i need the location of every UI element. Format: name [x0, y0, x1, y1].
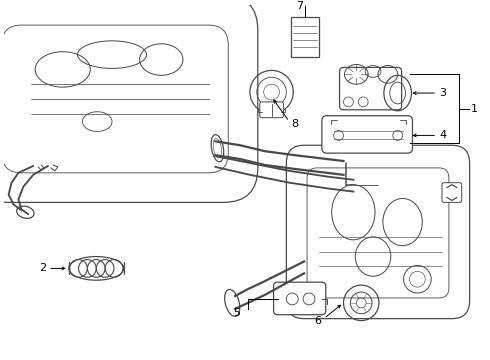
Text: 4: 4 — [439, 130, 446, 140]
Bar — [291, 17, 319, 57]
Text: 8: 8 — [291, 118, 298, 129]
FancyBboxPatch shape — [322, 116, 413, 153]
Text: 6: 6 — [314, 316, 321, 325]
Text: 1: 1 — [470, 104, 478, 114]
Text: 5: 5 — [233, 308, 240, 318]
FancyBboxPatch shape — [286, 145, 469, 319]
Text: 2: 2 — [39, 264, 46, 273]
FancyBboxPatch shape — [260, 102, 283, 118]
FancyBboxPatch shape — [442, 183, 462, 202]
FancyBboxPatch shape — [273, 282, 326, 315]
FancyBboxPatch shape — [0, 0, 258, 202]
Text: 3: 3 — [439, 88, 446, 98]
FancyBboxPatch shape — [340, 67, 402, 110]
Text: 7: 7 — [295, 1, 303, 11]
